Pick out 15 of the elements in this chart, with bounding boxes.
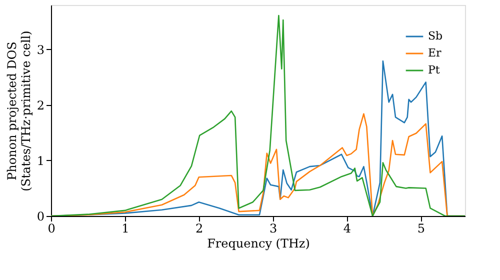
x-tick-label: 3 [269, 222, 278, 236]
legend-label: Sb [428, 30, 443, 42]
x-tick-label: 4 [343, 222, 352, 236]
y-axis-title: Phonon projected DOS (States/THz·primitive cell) [4, 30, 33, 192]
y-tick-label: 1 [36, 154, 44, 168]
x-tick-label: 5 [417, 222, 425, 236]
y-tick-label: 0 [36, 210, 44, 224]
x-tick-label: 2 [196, 222, 204, 236]
x-tick-label: 0 [48, 222, 56, 236]
legend-label: Er [428, 46, 442, 60]
x-tick-label: 1 [122, 222, 130, 236]
y-tick-label: 2 [36, 98, 44, 112]
y-tick-label: 3 [36, 42, 44, 57]
legend-label: Pt [428, 64, 440, 76]
x-axis-title: Frequency (THz) [207, 236, 310, 250]
